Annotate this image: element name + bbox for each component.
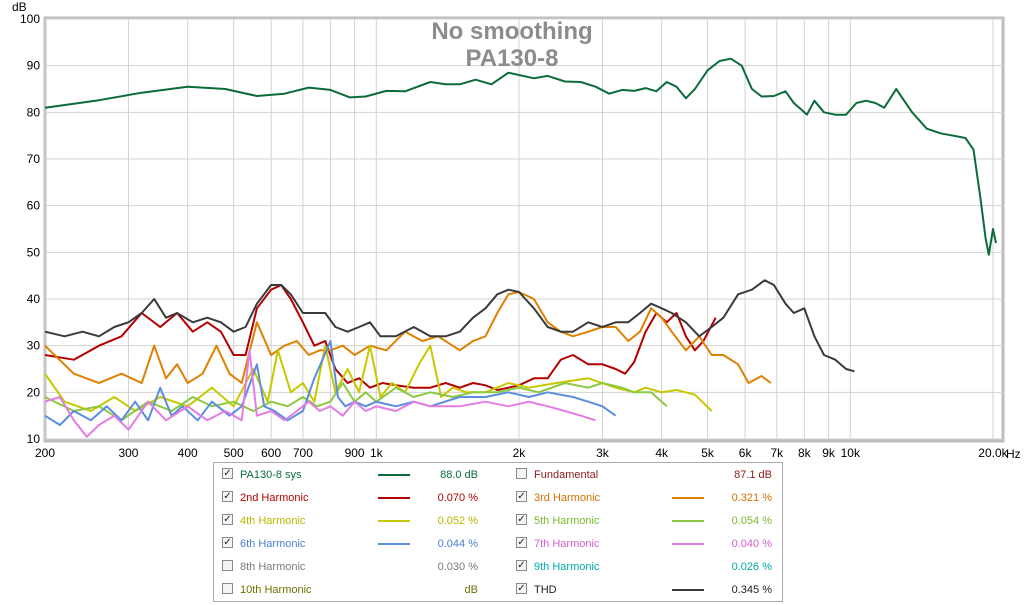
legend-swatch xyxy=(378,497,410,499)
legend-checkbox[interactable]: ✓ xyxy=(222,468,233,479)
legend-item-fundamental: Fundamental 87.1 dB xyxy=(516,467,786,483)
legend-swatch xyxy=(378,474,410,476)
legend-value: 0.345 % xyxy=(731,584,772,596)
legend-item-8th-harmonic: 8th Harmonic 0.030 % xyxy=(222,559,492,575)
legend-item-4th-harmonic: ✓ 4th Harmonic 0.052 % xyxy=(222,513,492,529)
x-tick-label: 7k xyxy=(771,446,785,460)
y-axis-unit: dB xyxy=(12,0,27,14)
legend-label: 2nd Harmonic xyxy=(240,492,309,504)
legend-label: 6th Harmonic xyxy=(240,538,306,550)
legend-item-pa130-8-sys: ✓ PA130-8 sys 88.0 dB xyxy=(222,467,492,483)
x-tick-label: 10k xyxy=(841,446,861,460)
legend-label: 10th Harmonic xyxy=(240,584,312,596)
legend-checkbox[interactable] xyxy=(222,560,233,571)
legend-swatch xyxy=(378,520,410,522)
legend-label: 7th Harmonic xyxy=(534,538,600,550)
legend-label: THD xyxy=(534,584,557,596)
y-tick-label: 100 xyxy=(20,12,40,26)
legend-label: 9th Harmonic xyxy=(534,561,600,573)
legend-checkbox[interactable] xyxy=(222,583,233,594)
y-tick-label: 80 xyxy=(27,105,41,119)
y-tick-label: 40 xyxy=(27,292,41,306)
legend-label: 5th Harmonic xyxy=(534,515,600,527)
x-tick-label: 200 xyxy=(35,446,55,460)
legend-value: 0.052 % xyxy=(437,515,478,527)
plot-frame xyxy=(43,16,1005,443)
series-line-2nd-harmonic xyxy=(44,284,717,391)
y-axis-ticks: 10 20 30 40 50 60 70 80 90 100 xyxy=(20,12,40,446)
legend-checkbox[interactable]: ✓ xyxy=(222,537,233,548)
legend-value: 0.321 % xyxy=(731,492,772,504)
frequency-response-chart: 10 20 30 40 50 60 70 80 90 100 200 300 400 500 600 700… xyxy=(12,0,1021,460)
legend-checkbox[interactable]: ✓ xyxy=(516,560,527,571)
legend-checkbox[interactable]: ✓ xyxy=(222,514,233,525)
series-line-pa130-8-sys xyxy=(44,57,997,256)
legend-label: 8th Harmonic xyxy=(240,561,306,573)
legend-value: 0.054 % xyxy=(731,515,772,527)
legend-label: 3rd Harmonic xyxy=(534,492,601,504)
x-tick-label: 5k xyxy=(701,446,715,460)
legend-value: 0.030 % xyxy=(437,561,478,573)
y-tick-label: 20 xyxy=(27,385,41,399)
legend-value: 0.070 % xyxy=(437,492,478,504)
x-tick-label: 3k xyxy=(596,446,610,460)
legend-swatch xyxy=(672,589,704,591)
legend-value: 88.0 dB xyxy=(440,469,478,481)
legend-item-10th-harmonic: 10th Harmonic dB xyxy=(222,582,492,598)
y-tick-label: 50 xyxy=(27,245,41,259)
y-tick-label: 30 xyxy=(27,339,41,353)
x-tick-label: 500 xyxy=(224,446,244,460)
legend-item-7th-harmonic: ✓ 7th Harmonic 0.040 % xyxy=(516,536,786,552)
legend-swatch xyxy=(672,520,704,522)
series-lines xyxy=(44,57,997,438)
y-tick-label: 70 xyxy=(27,152,41,166)
legend-checkbox[interactable]: ✓ xyxy=(222,491,233,502)
legend-swatch xyxy=(378,543,410,545)
legend-value: dB xyxy=(464,584,478,596)
legend-item-2nd-harmonic: ✓ 2nd Harmonic 0.070 % xyxy=(222,490,492,506)
legend-item-3rd-harmonic: ✓ 3rd Harmonic 0.321 % xyxy=(516,490,786,506)
legend-value: 0.026 % xyxy=(731,561,772,573)
legend-label: Fundamental xyxy=(534,469,599,481)
chart-subtitle: PA130-8 xyxy=(466,45,559,72)
x-tick-label: 9k xyxy=(822,446,836,460)
series-line-thd xyxy=(44,279,855,373)
legend-label: 4th Harmonic xyxy=(240,515,306,527)
x-tick-label: 2k xyxy=(513,446,527,460)
legend-swatch xyxy=(672,497,704,499)
y-tick-label: 60 xyxy=(27,199,41,213)
x-tick-label: 300 xyxy=(118,446,138,460)
x-tick-label: 600 xyxy=(261,446,281,460)
legend-checkbox[interactable]: ✓ xyxy=(516,537,527,548)
legend-value: 0.040 % xyxy=(731,538,772,550)
x-tick-label: 700 xyxy=(293,446,313,460)
legend-item-thd: ✓ THD 0.345 % xyxy=(516,582,786,598)
x-tick-label: 4k xyxy=(655,446,669,460)
legend-checkbox[interactable] xyxy=(516,468,527,479)
x-axis-unit: Hz xyxy=(1006,447,1021,460)
legend-checkbox[interactable]: ✓ xyxy=(516,514,527,525)
legend-swatch xyxy=(672,543,704,545)
x-tick-label: 20.0k xyxy=(978,446,1008,460)
legend-value: 87.1 dB xyxy=(734,469,772,481)
y-tick-label: 90 xyxy=(27,59,41,73)
legend-checkbox[interactable]: ✓ xyxy=(516,491,527,502)
x-tick-label: 1k xyxy=(370,446,384,460)
legend-checkbox[interactable]: ✓ xyxy=(516,583,527,594)
series-line-7th-harmonic xyxy=(44,349,596,438)
chart-title: No smoothing xyxy=(431,18,592,45)
legend-item-9th-harmonic: ✓ 9th Harmonic 0.026 % xyxy=(516,559,786,575)
x-axis-ticks: 200 300 400 500 600 700 900 1k 2k 3k 4k 5k 6k 7k 8k 9k 1… xyxy=(35,446,1009,460)
x-tick-label: 8k xyxy=(798,446,812,460)
series-line-5th-harmonic xyxy=(44,382,668,422)
legend-value: 0.044 % xyxy=(437,538,478,550)
legend-item-5th-harmonic: ✓ 5th Harmonic 0.054 % xyxy=(516,513,786,529)
y-tick-label: 10 xyxy=(27,432,41,446)
x-tick-label: 6k xyxy=(739,446,753,460)
legend-item-6th-harmonic: ✓ 6th Harmonic 0.044 % xyxy=(222,536,492,552)
x-tick-label: 400 xyxy=(178,446,198,460)
legend-panel: ✓ PA130-8 sys 88.0 dB Fundamental 87.1 dB ✓ 2n… xyxy=(213,462,783,602)
x-tick-label: 900 xyxy=(345,446,365,460)
legend-label: PA130-8 sys xyxy=(240,469,302,481)
